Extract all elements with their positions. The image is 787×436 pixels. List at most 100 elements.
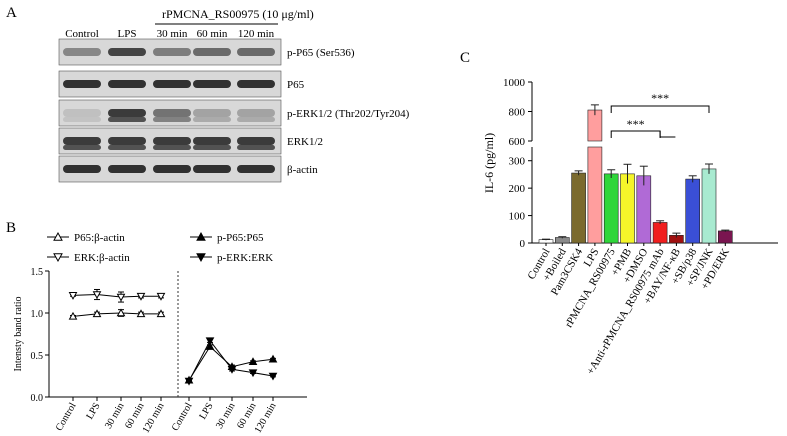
data-marker <box>136 309 146 318</box>
blot-band <box>193 117 231 122</box>
blot-band <box>153 109 191 117</box>
x-tick-label: LPS <box>197 401 215 421</box>
y-tick-label: 800 <box>509 107 526 119</box>
blots: p-P65 (Ser536) P65 p-ERK1/2 (Thr202/Tyr204… <box>58 38 410 183</box>
data-marker <box>205 342 215 350</box>
x-tick-label: 30 min <box>214 401 238 431</box>
lane-labels: Control LPS 30 min 60 min 120 min <box>65 28 274 40</box>
bar <box>620 173 635 244</box>
blot-band <box>237 117 275 122</box>
lane-label: Control <box>65 28 99 40</box>
legend-label: ERK:β-actin <box>74 252 130 264</box>
blot-band <box>108 48 146 56</box>
y-tick-label: 200 <box>509 183 526 195</box>
significance-bracket <box>659 131 676 138</box>
data-marker <box>196 231 206 241</box>
blot-band <box>108 109 146 117</box>
y-axis-label: IL-6 (pg/ml) <box>482 133 496 193</box>
series-line <box>188 345 274 381</box>
significance-bracket <box>610 105 710 113</box>
data-marker <box>268 372 278 381</box>
y-axis-label: Intensty band ratio <box>13 297 24 372</box>
blot-band <box>237 145 275 150</box>
panel-c-letter: C <box>460 50 470 66</box>
y-tick-label: 0.0 <box>31 393 44 404</box>
blot-band <box>63 80 101 88</box>
y-tick-label: 600 <box>509 136 526 148</box>
bar <box>685 178 701 244</box>
y-tick-label: 100 <box>509 211 526 223</box>
lane-label: LPS <box>118 28 137 40</box>
blot-band <box>63 165 101 173</box>
y-tick-label: 1000 <box>503 77 526 89</box>
series-line <box>72 294 161 298</box>
legend-label: p-P65:P65 <box>217 232 264 244</box>
blot-label: β-actin <box>287 164 318 176</box>
blot-band <box>193 145 231 150</box>
data-marker <box>136 292 146 301</box>
blot-band <box>193 165 231 173</box>
blot-band <box>108 137 146 145</box>
lane-label: 120 min <box>238 28 275 40</box>
blot-band <box>153 137 191 145</box>
significance-label: *** <box>627 117 645 131</box>
data-marker <box>68 311 78 320</box>
bar <box>717 230 733 244</box>
blot-band <box>153 80 191 88</box>
data-marker <box>248 369 258 378</box>
blot-band <box>153 165 191 173</box>
blot-band <box>63 145 101 150</box>
blot-label: P65 <box>287 79 305 91</box>
treatment-label: rPMCNA_RS00975 (10 μg/ml) <box>162 7 314 21</box>
y-tick-label: 0.5 <box>31 351 44 362</box>
blot-band <box>237 137 275 145</box>
blot-label: p-P65 (Ser536) <box>287 47 355 59</box>
y-tick-label: 0 <box>520 238 526 250</box>
bar <box>652 222 668 244</box>
x-tick-label: Control <box>54 401 79 433</box>
bar <box>603 173 619 244</box>
data-marker <box>92 309 102 318</box>
data-marker <box>68 292 78 300</box>
blot-band <box>193 109 231 117</box>
panel-b-letter: B <box>6 220 16 236</box>
bar <box>636 175 652 244</box>
bar <box>571 172 586 244</box>
data-marker <box>248 357 258 366</box>
legend-b: P65:β-actin ERK:β-actin p-P65:P65 p-ERK:ERK <box>47 231 273 264</box>
blot-band <box>108 80 146 88</box>
blot-band <box>108 165 146 173</box>
blot-band <box>63 109 101 117</box>
x-tick-label: Control <box>170 401 195 433</box>
blot-band <box>108 117 146 122</box>
data-marker <box>268 354 278 363</box>
lane-label: 60 min <box>197 28 228 40</box>
blot-band <box>153 145 191 150</box>
panel-b: B P65:β-actin ERK:β-actin p-P65:P65 p-ERK:E… <box>6 220 307 435</box>
blot-band <box>153 48 191 56</box>
y-tick-label: 300 <box>509 156 526 168</box>
data-marker <box>227 365 237 374</box>
blot-band <box>153 117 191 122</box>
data-marker <box>92 291 102 300</box>
y-tick-label: 1.5 <box>31 267 44 278</box>
lane-label: 30 min <box>157 28 188 40</box>
blot-band <box>237 165 275 173</box>
x-tick-label: LPS <box>84 401 102 421</box>
data-marker <box>184 377 194 386</box>
data-marker <box>53 231 63 241</box>
significance-bracket <box>610 130 661 138</box>
blot-band <box>193 48 231 56</box>
legend-label: P65:β-actin <box>74 232 125 244</box>
blot-band <box>63 137 101 145</box>
blot-band <box>237 109 275 117</box>
blot-band <box>193 80 231 88</box>
blot-band <box>63 117 101 122</box>
legend-label: p-ERK:ERK <box>217 252 273 264</box>
panel-a-letter: A <box>6 5 17 21</box>
bar <box>587 146 603 244</box>
